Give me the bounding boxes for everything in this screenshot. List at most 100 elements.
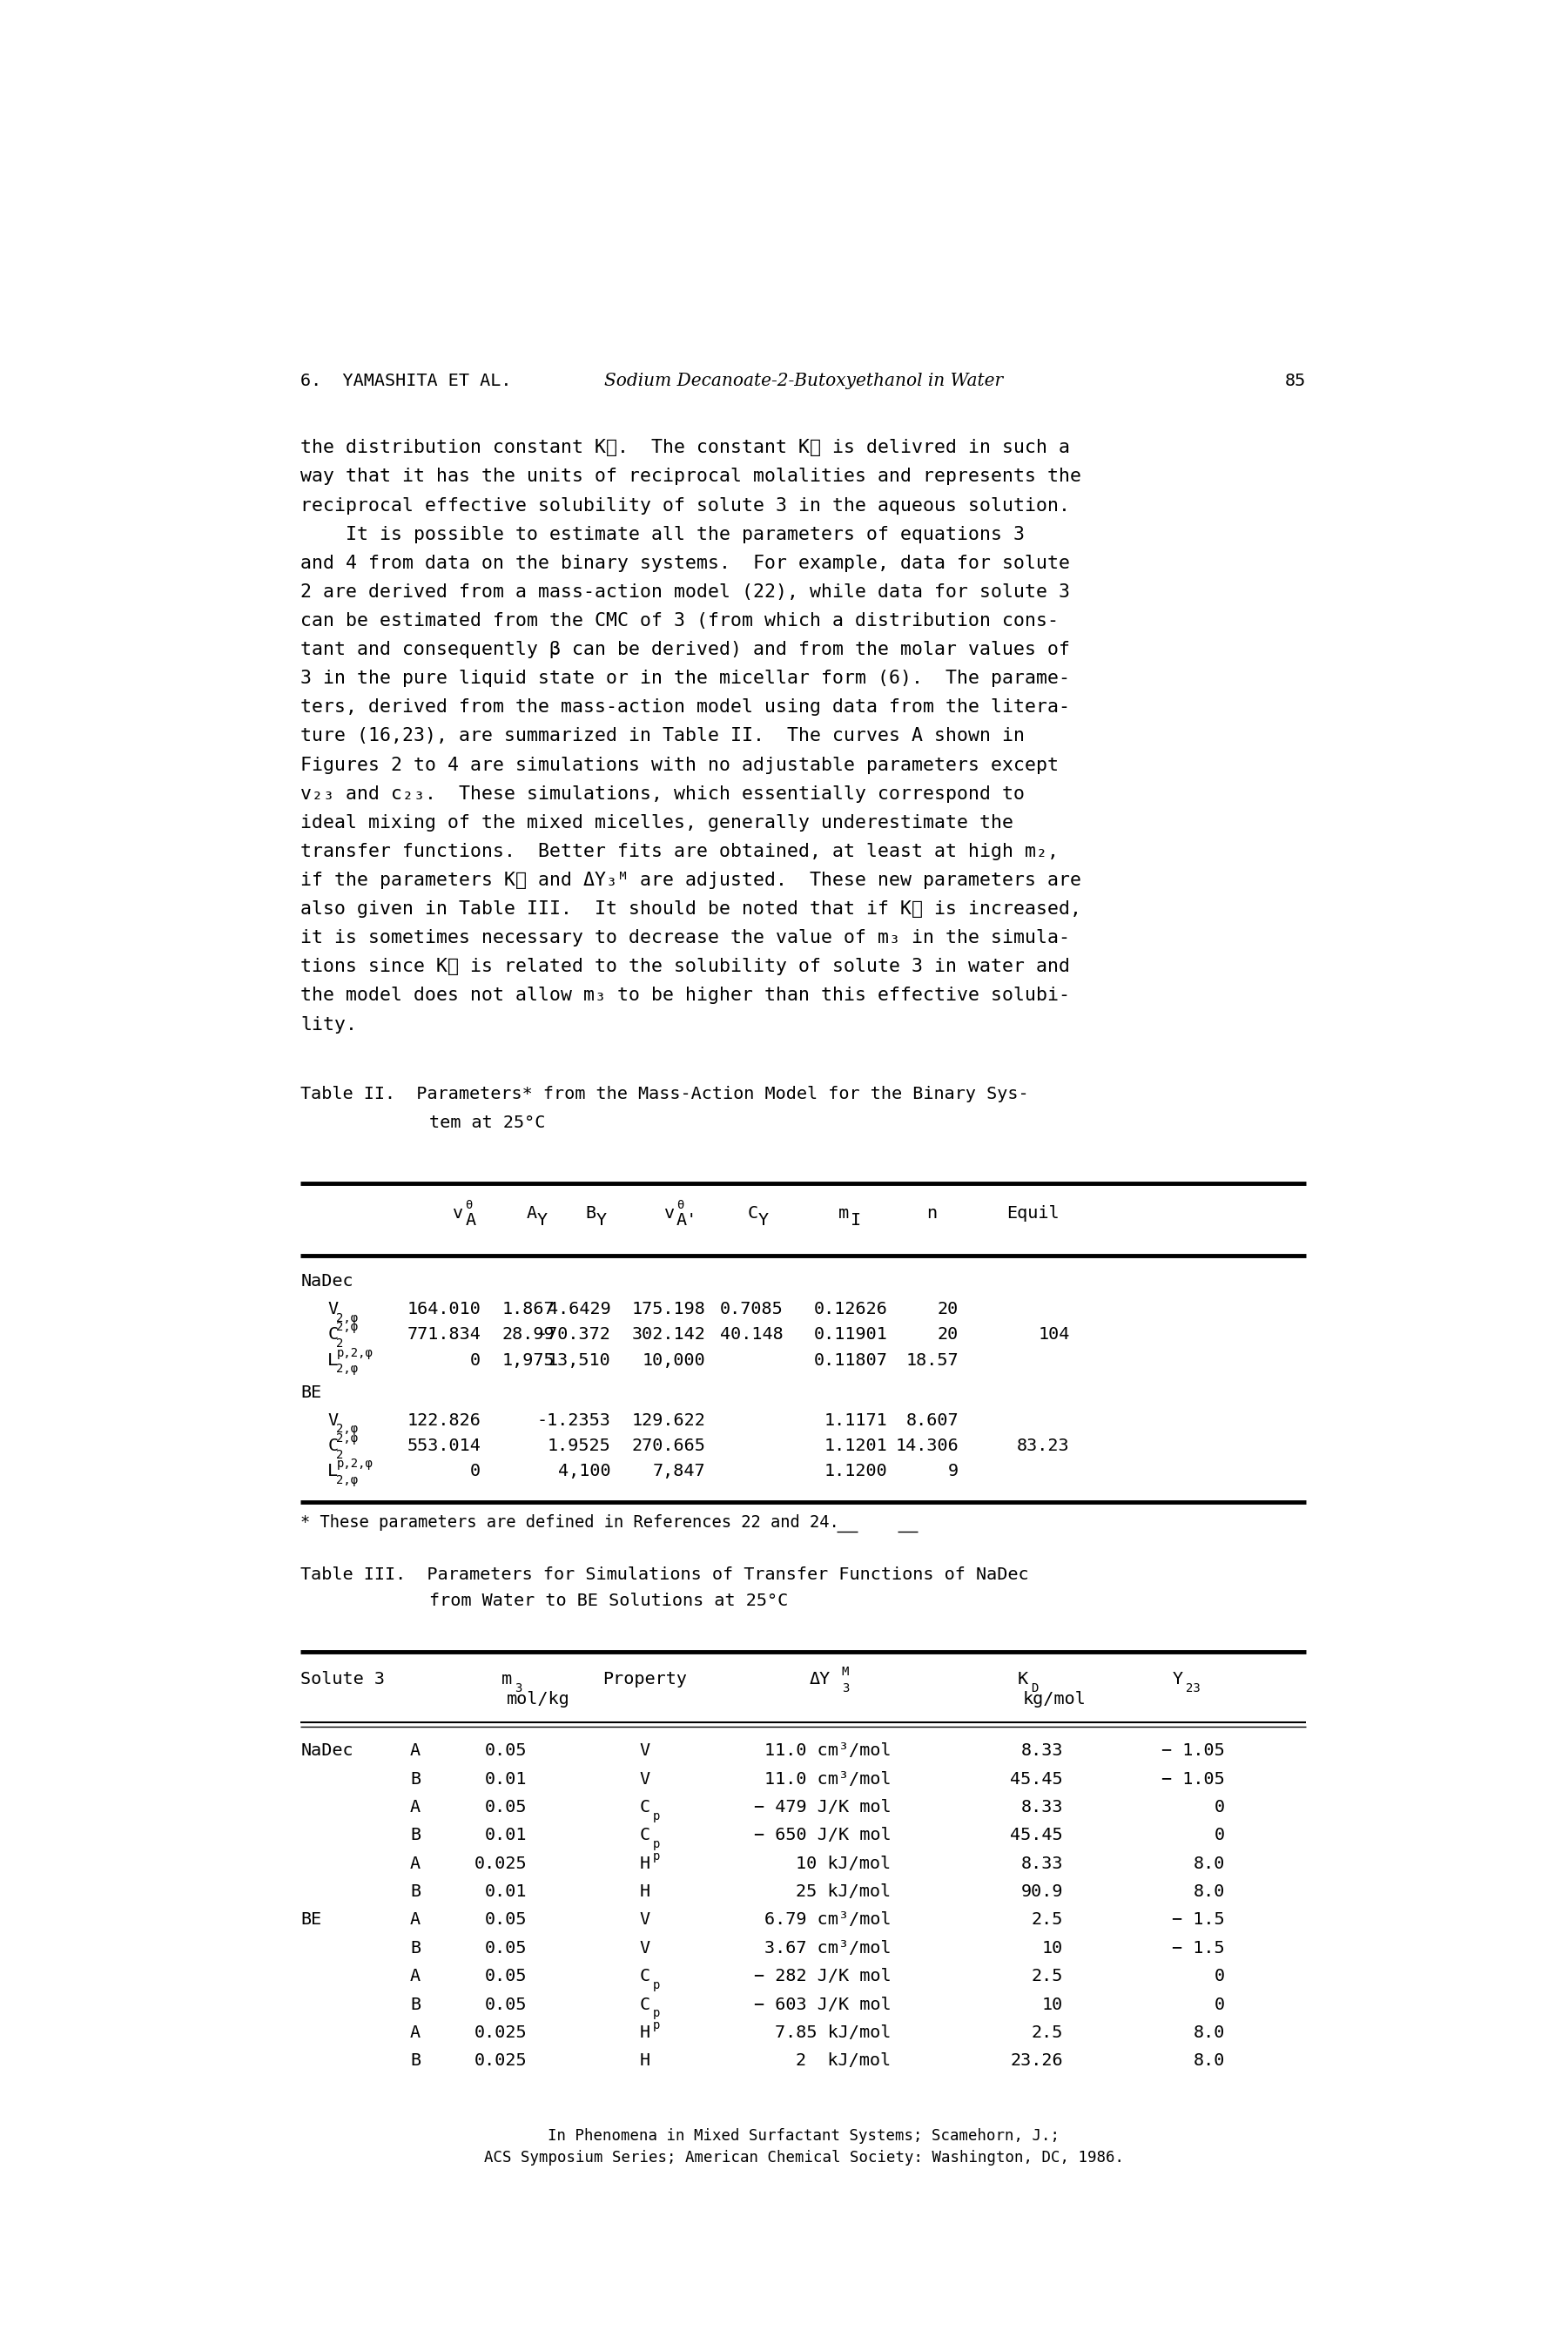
Text: In Phenomena in Mixed Surfactant Systems; Scamehorn, J.;: In Phenomena in Mixed Surfactant Systems… — [547, 2128, 1060, 2144]
Text: B: B — [409, 2052, 420, 2069]
Text: Y: Y — [596, 1211, 607, 1227]
Text: 13,510: 13,510 — [547, 1352, 612, 1368]
Text: 129.622: 129.622 — [632, 1413, 706, 1429]
Text: 8.0: 8.0 — [1193, 1883, 1225, 1900]
Text: 1.9525: 1.9525 — [547, 1439, 612, 1455]
Text: n: n — [927, 1206, 936, 1223]
Text: 1.1201: 1.1201 — [825, 1439, 887, 1455]
Text: V: V — [640, 1911, 651, 1928]
Text: It is possible to estimate all the parameters of equations 3: It is possible to estimate all the param… — [301, 527, 1025, 543]
Text: the distribution constant Kᴅ.  The constant Kᴅ is delivred in such a: the distribution constant Kᴅ. The consta… — [301, 440, 1071, 456]
Text: v: v — [452, 1206, 463, 1223]
Text: 1.1200: 1.1200 — [825, 1462, 887, 1479]
Text: 40.148: 40.148 — [720, 1326, 782, 1342]
Text: tem at 25°C: tem at 25°C — [428, 1114, 546, 1131]
Text: kg/mol: kg/mol — [1022, 1690, 1087, 1707]
Text: tions since Kᴅ is related to the solubility of solute 3 in water and: tions since Kᴅ is related to the solubil… — [301, 959, 1071, 976]
Text: θ: θ — [676, 1199, 684, 1211]
Text: ideal mixing of the mixed micelles, generally underestimate the: ideal mixing of the mixed micelles, gene… — [301, 813, 1013, 832]
Text: 0.7085: 0.7085 — [720, 1300, 782, 1317]
Text: Equil: Equil — [1007, 1206, 1058, 1223]
Text: 0.05: 0.05 — [485, 1996, 527, 2012]
Text: C: C — [748, 1206, 757, 1223]
Text: 8.33: 8.33 — [1021, 1742, 1063, 1759]
Text: p: p — [652, 2008, 660, 2020]
Text: A: A — [409, 2024, 420, 2041]
Text: -70.372: -70.372 — [538, 1326, 612, 1342]
Text: A: A — [409, 1911, 420, 1928]
Text: 1.1171: 1.1171 — [825, 1413, 887, 1429]
Text: tant and consequently β can be derived) and from the molar values of: tant and consequently β can be derived) … — [301, 642, 1071, 658]
Text: 25 kJ/mol: 25 kJ/mol — [797, 1883, 891, 1900]
Text: Figures 2 to 4 are simulations with no adjustable parameters except: Figures 2 to 4 are simulations with no a… — [301, 757, 1058, 773]
Text: Table II.  Parameters* from the Mass-Action Model for the Binary Sys-: Table II. Parameters* from the Mass-Acti… — [301, 1086, 1029, 1103]
Text: − 479 J/K mol: − 479 J/K mol — [754, 1799, 891, 1815]
Text: V: V — [328, 1300, 339, 1317]
Text: A: A — [409, 1742, 420, 1759]
Text: ΔY: ΔY — [809, 1672, 831, 1688]
Text: p,2,φ: p,2,φ — [337, 1458, 373, 1469]
Text: 122.826: 122.826 — [406, 1413, 481, 1429]
Text: 23.26: 23.26 — [1010, 2052, 1063, 2069]
Text: and 4 from data on the binary systems.  For example, data for solute: and 4 from data on the binary systems. F… — [301, 555, 1071, 571]
Text: 10 kJ/mol: 10 kJ/mol — [797, 1855, 891, 1871]
Text: lity.: lity. — [301, 1016, 358, 1032]
Text: Y: Y — [1173, 1672, 1182, 1688]
Text: 83.23: 83.23 — [1018, 1439, 1069, 1455]
Text: A: A — [527, 1206, 536, 1223]
Text: L: L — [328, 1352, 339, 1368]
Text: 11.0 cm³/mol: 11.0 cm³/mol — [764, 1742, 891, 1759]
Text: 0.01: 0.01 — [485, 1883, 527, 1900]
Text: Table III.  Parameters for Simulations of Transfer Functions of NaDec: Table III. Parameters for Simulations of… — [301, 1566, 1029, 1582]
Text: H: H — [640, 1855, 651, 1871]
Text: 8.0: 8.0 — [1193, 1855, 1225, 1871]
Text: 0: 0 — [1215, 1827, 1225, 1843]
Text: ACS Symposium Series; American Chemical Society: Washington, DC, 1986.: ACS Symposium Series; American Chemical … — [483, 2149, 1124, 2165]
Text: 8.607: 8.607 — [906, 1413, 958, 1429]
Text: 2,φ: 2,φ — [337, 1474, 358, 1486]
Text: C: C — [640, 1799, 651, 1815]
Text: from Water to BE Solutions at 25°C: from Water to BE Solutions at 25°C — [428, 1592, 787, 1608]
Text: * These parameters are defined in References 22 and 24.: * These parameters are defined in Refere… — [301, 1514, 839, 1531]
Text: 45.45: 45.45 — [1010, 1827, 1063, 1843]
Text: 10,000: 10,000 — [641, 1352, 706, 1368]
Text: also given in Table III.  It should be noted that if Kᴅ is increased,: also given in Table III. It should be no… — [301, 900, 1082, 917]
Text: 0.01: 0.01 — [485, 1770, 527, 1787]
Text: 4,100: 4,100 — [558, 1462, 612, 1479]
Text: 2.5: 2.5 — [1032, 2024, 1063, 2041]
Text: 0: 0 — [1215, 1996, 1225, 2012]
Text: 0.12626: 0.12626 — [814, 1300, 887, 1317]
Text: m: m — [502, 1672, 511, 1688]
Text: B: B — [409, 1770, 420, 1787]
Text: − 1.05: − 1.05 — [1162, 1742, 1225, 1759]
Text: − 1.5: − 1.5 — [1173, 1940, 1225, 1956]
Text: 164.010: 164.010 — [406, 1300, 481, 1317]
Text: 3: 3 — [514, 1681, 522, 1695]
Text: 0: 0 — [1215, 1968, 1225, 1984]
Text: mol/kg: mol/kg — [506, 1690, 569, 1707]
Text: reciprocal effective solubility of solute 3 in the aqueous solution.: reciprocal effective solubility of solut… — [301, 496, 1071, 515]
Text: 2: 2 — [337, 1448, 343, 1460]
Text: B: B — [585, 1206, 596, 1223]
Text: 20: 20 — [938, 1326, 958, 1342]
Text: B: B — [409, 1883, 420, 1900]
Text: 8.33: 8.33 — [1021, 1855, 1063, 1871]
Text: ters, derived from the mass-action model using data from the litera-: ters, derived from the mass-action model… — [301, 698, 1071, 717]
Text: 0.025: 0.025 — [474, 2024, 527, 2041]
Text: 0.11901: 0.11901 — [814, 1326, 887, 1342]
Text: 0.05: 0.05 — [485, 1940, 527, 1956]
Text: v: v — [663, 1206, 674, 1223]
Text: way that it has the units of reciprocal molalities and represents the: way that it has the units of reciprocal … — [301, 468, 1082, 484]
Text: 0.05: 0.05 — [485, 1968, 527, 1984]
Text: p: p — [652, 1980, 660, 1991]
Text: − 1.5: − 1.5 — [1173, 1911, 1225, 1928]
Text: H: H — [640, 1883, 651, 1900]
Text: 3 in the pure liquid state or in the micellar form (6).  The parame-: 3 in the pure liquid state or in the mic… — [301, 670, 1071, 686]
Text: A: A — [409, 1855, 420, 1871]
Text: 104: 104 — [1038, 1326, 1069, 1342]
Text: 4.6429: 4.6429 — [547, 1300, 612, 1317]
Text: 302.142: 302.142 — [632, 1326, 706, 1342]
Text: C: C — [640, 1968, 651, 1984]
Text: 0.11807: 0.11807 — [814, 1352, 887, 1368]
Text: M: M — [842, 1667, 848, 1679]
